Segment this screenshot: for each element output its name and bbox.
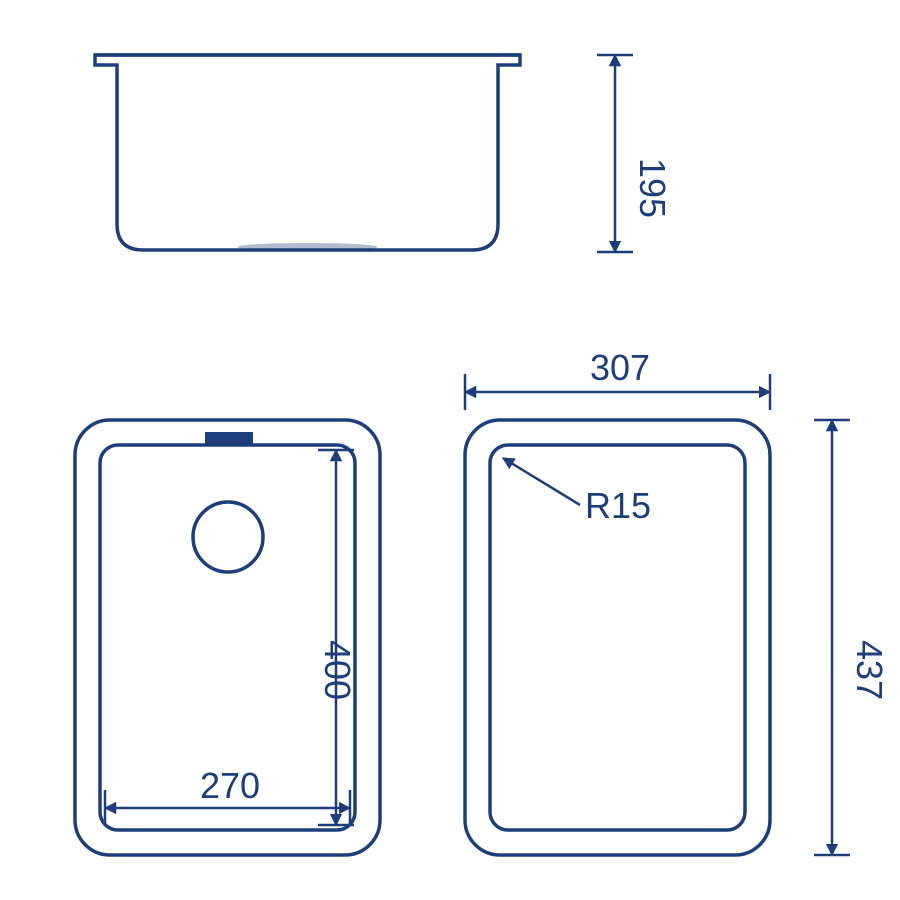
dim-inner-width-270-label: 270 <box>200 765 260 806</box>
side-view-base-shadow <box>238 243 378 251</box>
dim-outer-height-437-label: 437 <box>849 640 890 700</box>
dim-inner-height-400-label: 400 <box>317 640 358 700</box>
dim-outer-width-307-label: 307 <box>590 347 650 388</box>
dim-height-195-label: 195 <box>632 158 673 218</box>
radius-label: R15 <box>585 485 651 526</box>
overflow-slot <box>205 432 253 445</box>
